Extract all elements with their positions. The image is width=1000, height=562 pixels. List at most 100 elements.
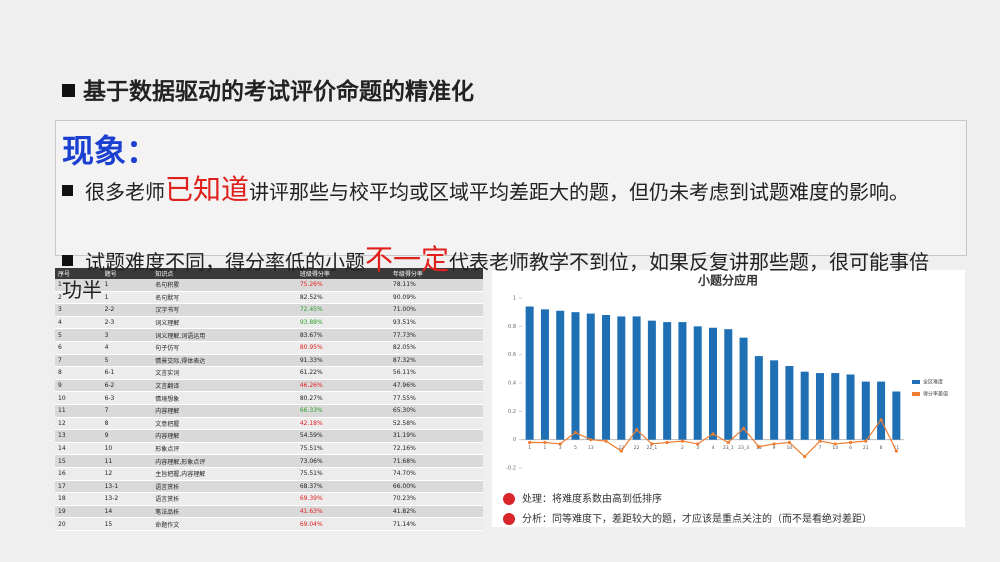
table-cell: 文言翻译 (152, 379, 297, 393)
bullet-square (62, 84, 75, 97)
table-cell: 1 (55, 279, 102, 292)
bar (693, 326, 702, 440)
x-tick-label: 1 (543, 445, 546, 451)
bar (785, 366, 794, 440)
x-tick-label: 22_1 (646, 445, 657, 451)
line-point (619, 449, 623, 453)
table-cell: 75.51% (296, 467, 390, 481)
table-row: 2 1 名句默写 82.52% 90.09% (55, 291, 483, 305)
bar (678, 322, 687, 440)
table-cell: 3 (101, 328, 153, 342)
table-cell: 14 (101, 505, 153, 519)
table-cell: 主旨把握,内容理解 (152, 467, 297, 481)
y-tick-label: 0.2 (508, 409, 516, 415)
table-row: 13 9 内容理解 54.59% 31.19% (55, 429, 483, 443)
table-cell: 内容理解 (152, 404, 297, 418)
line-point (696, 442, 700, 446)
y-tick-label: -0.2 (506, 466, 516, 472)
table-cell: 69.39% (296, 492, 390, 506)
table-cell: 80.27% (296, 391, 390, 405)
line-point (726, 440, 730, 445)
table-cell: 41.63% (296, 505, 390, 519)
line-point (818, 439, 822, 443)
table-row: 16 12 主旨把握,内容理解 75.51% 74.70% (55, 467, 483, 481)
bar (586, 313, 595, 440)
table-row: 14 10 形象点评 75.51% 72.16% (55, 442, 483, 456)
table-cell: 61.22% (296, 366, 390, 380)
table-row: 3 2-2 汉字书写 72.45% 71.00% (55, 303, 483, 317)
legend-swatch (912, 392, 920, 396)
x-tick-label: 11 (893, 445, 899, 451)
x-tick-label: 3 (559, 445, 562, 451)
y-tick-label: 0.4 (508, 381, 516, 387)
table-cell: 文意把握 (152, 417, 297, 431)
table-cell: 72.16% (389, 442, 483, 456)
table-cell: 73.06% (296, 454, 390, 468)
bar (815, 373, 824, 440)
table-cell: 20 (55, 517, 102, 531)
bar (724, 329, 733, 440)
table-cell: 1 (101, 279, 153, 292)
line-point (665, 440, 669, 445)
line-point (558, 442, 562, 446)
line-point (787, 440, 791, 445)
score-table: 序号 题号 知识点 班级得分率 年级得分率 1 1 名句积累 75.26% 78.11% 2 1 名句默… (55, 268, 483, 531)
table-row: 18 13-2 语言赏析 69.39% 70.23% (55, 492, 483, 506)
table-cell: 语言赏析 (152, 492, 297, 506)
line-point (772, 442, 776, 446)
table-row: 9 6-2 文言翻译 46.26% 47.96% (55, 379, 483, 393)
box-heading: 现象： (62, 132, 159, 170)
line-point (528, 440, 532, 445)
bar (617, 316, 626, 440)
table-cell: 70.23% (389, 492, 483, 506)
note-text: 处理：将难度系数由高到低排序 (522, 492, 662, 505)
table-cell: 91.33% (296, 354, 390, 368)
table-row: 1 1 名句积累 75.26% 78.11% (55, 279, 483, 292)
bullet-text: 讲评那些与校平均或区域平均差距大的题，但仍未考虑到试题难度的影响。 (249, 180, 910, 204)
table-cell: 情境想象 (152, 391, 297, 405)
legend-label: 全区难度 (923, 379, 943, 386)
table-cell: 名句默写 (152, 291, 297, 305)
table-cell: 46.26% (296, 379, 390, 393)
x-tick-label: 13 (588, 445, 594, 451)
table-row: 4 2-3 词义理解 93.88% 93.51% (55, 316, 483, 330)
table-cell: 2 (55, 291, 102, 305)
table-cell: 10 (101, 442, 153, 456)
table-cell: 8 (101, 417, 153, 431)
table-row: 8 6-1 文言实词 61.22% 56.11% (55, 366, 483, 380)
table-cell: 31.19% (389, 429, 483, 443)
table-cell: 13-2 (101, 492, 153, 506)
line-point (635, 428, 639, 432)
bullet-text: 试题难度不同，得分率低的小题 (85, 250, 365, 274)
table-cell: 93.51% (389, 316, 483, 330)
table-cell: 11 (101, 454, 153, 468)
line-point (604, 439, 608, 443)
table-cell: 75.26% (296, 279, 390, 292)
line-point (879, 418, 883, 422)
x-tick-label: 4 (712, 445, 715, 451)
bullet-text: 代表老师教学不到位，如果反复讲那些题，很可能事倍功半 (62, 250, 930, 302)
x-tick-label: 3 (696, 445, 699, 451)
bar (892, 391, 901, 440)
emphasis-text: 已知道 (165, 173, 250, 206)
table-cell: 74.70% (389, 467, 483, 481)
table-cell: 54.59% (296, 429, 390, 443)
bar (739, 337, 748, 440)
bar (877, 381, 886, 440)
table-cell: 69.04% (296, 517, 390, 531)
bar (770, 360, 779, 440)
table-cell: 6-1 (101, 366, 153, 380)
bar (647, 320, 656, 440)
table-cell: 93.88% (296, 316, 390, 330)
table-cell: 66.00% (389, 480, 483, 494)
x-tick-label: 9 (773, 445, 776, 451)
chart-title: 小题分应用 (698, 273, 758, 288)
x-tick-label: 5 (574, 445, 577, 451)
table-cell: 41.82% (389, 505, 483, 519)
bar (831, 373, 840, 440)
y-tick-label: 0 (513, 437, 516, 443)
table-row: 11 7 内容理解 66.33% 65.30% (55, 404, 483, 418)
phenomenon-box (55, 120, 967, 256)
bar (602, 315, 611, 440)
